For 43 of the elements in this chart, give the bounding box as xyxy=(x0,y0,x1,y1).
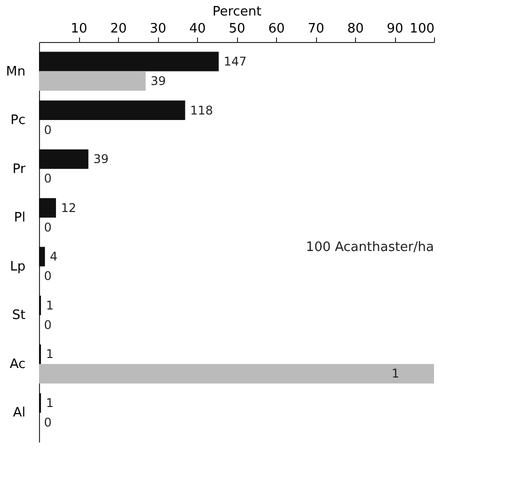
y-tick-label: St xyxy=(12,308,26,324)
x-tick-label: 40 xyxy=(189,22,206,36)
bar xyxy=(39,364,434,384)
annotation: 1 xyxy=(392,366,400,381)
x-tick-label: 60 xyxy=(268,22,285,36)
x-tick-label: 20 xyxy=(110,22,127,36)
x-tick-label: 80 xyxy=(347,22,364,36)
x-tick-label: 100 xyxy=(410,22,434,36)
annotation: 100 Acanthaster/ha xyxy=(306,240,434,255)
bar xyxy=(39,52,219,72)
annotation: 1 xyxy=(46,298,54,312)
annotation: 4 xyxy=(50,250,58,264)
annotation: 0 xyxy=(44,122,52,137)
x-tick-label: 30 xyxy=(150,22,166,36)
y-tick-label: Lp xyxy=(10,259,26,274)
annotation: 118 xyxy=(190,103,214,118)
y-tick-label: Pl xyxy=(14,210,26,226)
annotation: 0 xyxy=(44,415,52,430)
x-tick-label: 50 xyxy=(228,22,246,36)
annotation: 0 xyxy=(44,172,52,186)
bar xyxy=(39,198,56,218)
annotation: 0 xyxy=(44,318,52,332)
y-tick-label: Pr xyxy=(12,162,26,177)
y-tick-label: Pc xyxy=(10,113,26,128)
annotation: 1 xyxy=(46,347,54,362)
annotation: 12 xyxy=(60,200,76,215)
annotation: 0 xyxy=(44,220,52,234)
x-axis-title: Percent xyxy=(212,4,262,20)
y-tick-label: Al xyxy=(12,406,26,421)
annotation: 1 xyxy=(46,396,54,410)
y-tick-label: Mn xyxy=(6,64,26,80)
x-tick-label: 90 xyxy=(386,22,404,36)
annotation: 39 xyxy=(150,74,166,88)
bar xyxy=(39,246,45,266)
bar xyxy=(39,100,186,120)
x-tick-label: 70 xyxy=(308,22,324,36)
bar xyxy=(39,71,146,91)
x-tick-label: 10 xyxy=(70,22,88,36)
annotation: 39 xyxy=(93,152,109,166)
y-tick-label: Ac xyxy=(10,356,26,372)
annotation: 0 xyxy=(44,269,52,284)
bar xyxy=(39,149,88,169)
annotation: 147 xyxy=(224,54,247,69)
